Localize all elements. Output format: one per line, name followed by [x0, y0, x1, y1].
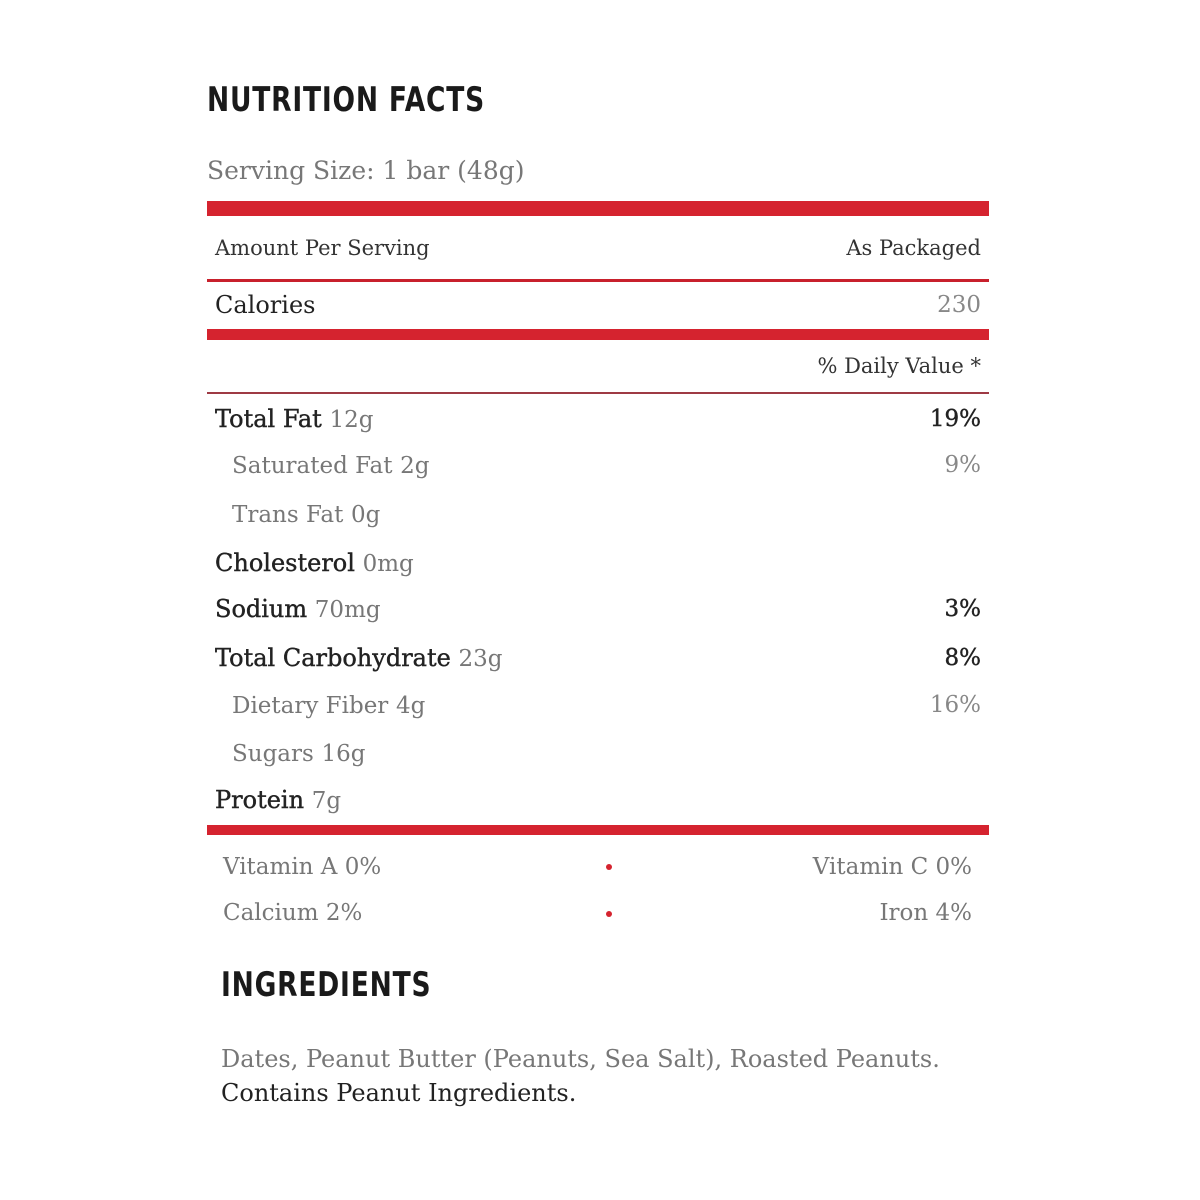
nutrient-label: Sodium 70mg [215, 595, 381, 623]
nutrient-row: Trans Fat 0g [232, 494, 981, 534]
nutrient-name: Dietary Fiber [232, 693, 389, 719]
nutrient-name: Protein [215, 786, 305, 814]
nutrient-row: Protein 7g [215, 780, 981, 820]
calories-label: Calories [215, 291, 316, 319]
nutrient-label: Protein 7g [215, 786, 341, 814]
divider [207, 279, 989, 282]
divider-thick [207, 329, 989, 340]
nutrient-label: Trans Fat 0g [232, 500, 380, 528]
nutrient-name: Sugars [232, 741, 314, 767]
divider-thick [207, 201, 989, 216]
nutrient-label: Sugars 16g [232, 739, 365, 767]
calories-value: 230 [937, 292, 981, 318]
nutrient-name: Total Fat [215, 405, 322, 433]
nutrient-daily-value: 8% [944, 645, 981, 671]
nutrient-label: Total Carbohydrate 23g [215, 644, 503, 672]
nutrient-row: Cholesterol 0mg [215, 543, 981, 583]
nutrient-name: Trans Fat [232, 502, 344, 528]
nutrient-amount: 70mg [314, 597, 381, 623]
ingredients-text: Dates, Peanut Butter (Peanuts, Sea Salt)… [221, 1045, 940, 1073]
as-packaged-label: As Packaged [846, 236, 981, 260]
nutrient-name: Sodium [215, 595, 308, 623]
nutrient-daily-value: 16% [929, 692, 981, 718]
nutrient-name: Saturated Fat [232, 453, 393, 479]
nutrient-daily-value: 3% [944, 596, 981, 622]
vitamin-a: Vitamin A 0% [223, 854, 382, 880]
bullet-dot [606, 911, 612, 917]
amount-header-row: Amount Per Serving As Packaged [215, 228, 981, 268]
nutrient-daily-value: 9% [944, 452, 982, 478]
calories-row: Calories 230 [215, 285, 981, 325]
allergen-statement: Contains Peanut Ingredients. [221, 1079, 577, 1107]
amount-per-serving-label: Amount Per Serving [215, 236, 430, 260]
nutrient-amount: 23g [458, 646, 503, 672]
nutrient-amount: 4g [395, 693, 426, 719]
serving-size: Serving Size: 1 bar (48g) [207, 156, 525, 185]
nutrient-amount: 16g [321, 741, 366, 767]
nutrient-label: Cholesterol 0mg [215, 549, 414, 577]
nutrient-row: Saturated Fat 2g 9% [232, 445, 981, 485]
nutrient-row: Sugars 16g [232, 733, 981, 773]
divider-thick [207, 825, 989, 835]
nutrient-amount: 12g [329, 407, 374, 433]
iron: Iron 4% [879, 900, 972, 926]
daily-value-header: % Daily Value * [817, 354, 981, 378]
ingredients-title: INGREDIENTS [221, 965, 432, 1005]
nutrient-label: Dietary Fiber 4g [232, 691, 425, 719]
nutrient-daily-value: 19% [929, 406, 982, 432]
nutrient-name: Cholesterol [215, 549, 355, 577]
vitamin-c: Vitamin C 0% [812, 854, 972, 880]
nutrient-amount: 2g [400, 453, 430, 479]
daily-value-header-row: % Daily Value * [215, 346, 981, 386]
nutrient-amount: 7g [311, 788, 342, 814]
divider [207, 392, 989, 394]
nutrient-label: Saturated Fat 2g [232, 451, 429, 479]
nutrient-row: Total Carbohydrate 23g 8% [215, 638, 981, 678]
nutrient-row: Sodium 70mg 3% [215, 589, 981, 629]
nutrient-amount: 0mg [362, 551, 414, 577]
nutrient-name: Total Carbohydrate [215, 644, 451, 672]
nutrient-row: Total Fat 12g 19% [215, 399, 981, 439]
nutrition-facts-title: NUTRITION FACTS [207, 80, 485, 120]
bullet-dot [606, 864, 612, 870]
nutrient-row: Dietary Fiber 4g 16% [232, 685, 981, 725]
nutrient-amount: 0g [350, 502, 381, 528]
nutrient-label: Total Fat 12g [215, 405, 374, 433]
calcium: Calcium 2% [223, 900, 363, 926]
